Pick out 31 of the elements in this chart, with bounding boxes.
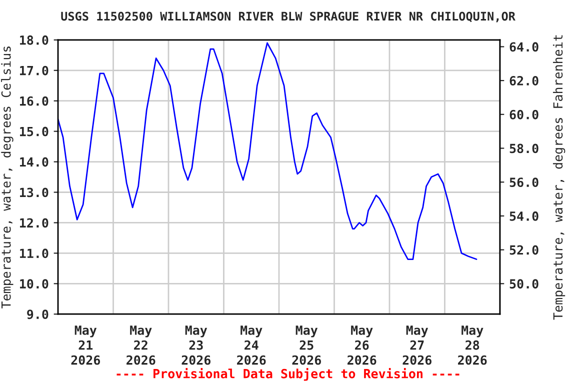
y-tick-label: 15.0 xyxy=(20,126,48,136)
y-tick-label: 18.0 xyxy=(20,35,48,45)
y-tick-label: 9.0 xyxy=(27,310,48,320)
x-tick-label: May 27 2026 xyxy=(402,326,432,365)
y2-tick-label: 54.0 xyxy=(510,211,538,221)
y-tick-label: 16.0 xyxy=(20,96,48,106)
y2-axis-title: Temperature, water, degrees Fahrenheit xyxy=(552,35,566,320)
x-tick-label: May 23 2026 xyxy=(182,326,210,365)
y2-tick-label: 56.0 xyxy=(510,178,538,188)
x-tick-label: May 22 2026 xyxy=(126,326,156,365)
x-tick-label: May 26 2026 xyxy=(348,326,376,365)
text: ---- Provisional Data Subject to Revision ---- xyxy=(116,368,460,381)
x-tick-label: May 21 2026 xyxy=(71,326,100,365)
y-tick-label: 10.0 xyxy=(20,279,48,289)
y2-tick-label: 52.0 xyxy=(510,245,538,255)
y2-tick-label: 58.0 xyxy=(510,144,538,154)
y-tick-label: 14.0 xyxy=(20,157,48,167)
y2-tick-label: 62.0 xyxy=(510,76,538,86)
y-tick-label: 12.0 xyxy=(20,218,48,228)
y2-tick-label: 60.0 xyxy=(510,110,538,120)
x-tick-label: May 24 2026 xyxy=(237,326,266,365)
y2-tick-label: 64.0 xyxy=(510,42,538,52)
line-series xyxy=(58,42,478,260)
x-tick-label: May 28 2026 xyxy=(458,326,487,365)
y-axis-title: Temperature, water, degrees Celsius xyxy=(1,46,14,308)
y-tick-label: 13.0 xyxy=(20,188,48,198)
x-tick-label: May 25 2026 xyxy=(292,326,321,365)
chart-title: USGS 11502500 WILLIAMSON RIVER BLW SPRAGUE RIVER NR CHILOQUIN,OR xyxy=(61,12,516,22)
y-tick-label: 11.0 xyxy=(20,248,48,258)
y2-tick-label: 50.0 xyxy=(510,279,538,289)
y-tick-label: 17.0 xyxy=(20,66,48,76)
